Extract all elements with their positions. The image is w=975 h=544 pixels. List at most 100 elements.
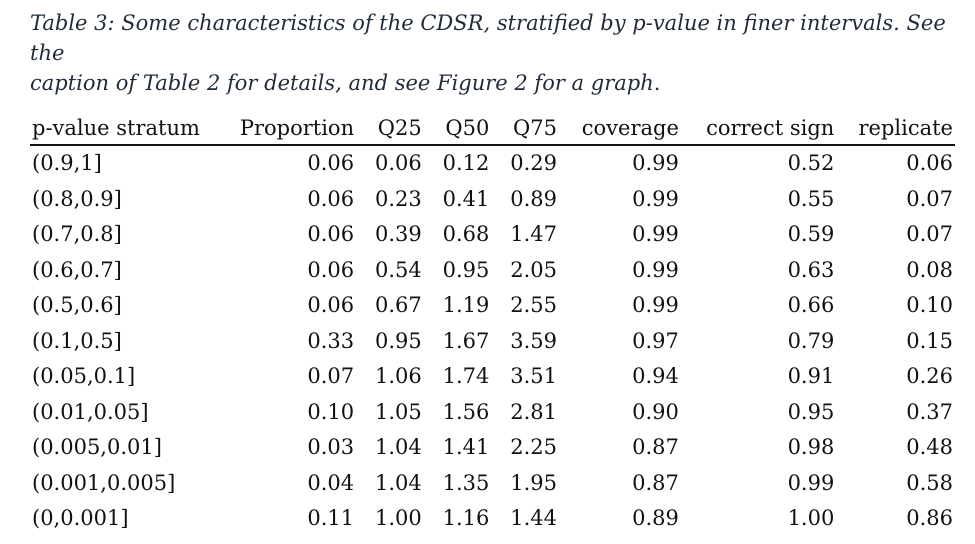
value-cell: 1.95 (510, 470, 557, 495)
value-cell: 0.67 (374, 293, 422, 317)
column-header: Q50 (429, 112, 498, 146)
value-cell: 1.56 (442, 399, 490, 424)
value-cell: 0.95 (787, 399, 835, 424)
value-cell: 0.89 (510, 186, 557, 211)
value-cell: 1.16 (442, 506, 490, 530)
value-cell: 0.87 (632, 435, 679, 459)
value-cell: 2.05 (510, 257, 557, 282)
value-cell: 0.10 (307, 399, 355, 424)
value-cell: 0.99 (632, 186, 679, 211)
value-cell: 3.59 (510, 328, 557, 353)
value-cell: 0.07 (906, 222, 953, 246)
table-row: (0.5,0.6] 0.06 0.67 1.19 2.55 0.99 0.66 0.10 (30, 288, 955, 324)
caption-line-2: caption of Table 2 for details, and see … (30, 71, 661, 95)
column-header: coverage (564, 112, 687, 146)
value-cell: 1.04 (374, 470, 422, 495)
table-row: (0,0.001] 0.11 1.00 1.16 1.44 0.89 1.00 0.86 (30, 501, 955, 537)
data-table-container: p-value stratum Proportion Q25 Q50 Q75 covera… (30, 112, 955, 537)
value-cell: 2.25 (510, 435, 557, 459)
value-cell: 0.06 (307, 222, 355, 246)
value-cell: 0.07 (307, 364, 355, 388)
value-cell: 0.99 (632, 151, 679, 175)
value-cell: 0.06 (307, 293, 355, 317)
table-row: (0.01,0.05] 0.10 1.05 1.56 2.81 0.90 0.95 0.37 (30, 395, 955, 431)
value-cell: 0.12 (442, 151, 490, 175)
value-cell: 3.51 (510, 364, 557, 388)
value-cell: 1.06 (374, 364, 422, 388)
value-cell: 0.29 (510, 151, 557, 175)
value-cell: 0.68 (442, 222, 490, 246)
value-cell: 0.95 (374, 328, 422, 353)
value-cell: 0.48 (906, 435, 953, 459)
value-cell: 0.79 (787, 328, 835, 353)
stratum-cell: (0.5,0.6] (32, 293, 122, 317)
column-header: replicate (842, 112, 955, 146)
table-header: p-value stratum Proportion Q25 Q50 Q75 covera… (30, 112, 955, 146)
value-cell: 1.05 (374, 399, 422, 424)
value-cell: 0.87 (632, 470, 679, 495)
value-cell: 0.86 (906, 506, 953, 530)
value-cell: 0.33 (307, 328, 355, 353)
value-cell: 0.98 (787, 435, 835, 459)
stratum-cell: (0,0.001] (32, 506, 129, 530)
value-cell: 1.44 (510, 506, 557, 530)
value-cell: 0.66 (787, 293, 835, 317)
value-cell: 0.90 (632, 399, 679, 424)
value-cell: 0.06 (374, 151, 422, 175)
value-cell: 0.91 (787, 364, 835, 388)
column-header: Q75 (497, 112, 565, 146)
value-cell: 0.23 (374, 186, 422, 211)
caption-line-1: Table 3: Some characteristics of the CDS… (30, 11, 946, 65)
value-cell: 2.55 (510, 293, 557, 317)
value-cell: 1.35 (442, 470, 490, 495)
column-header: p-value stratum (30, 112, 222, 146)
column-header: Proportion (221, 112, 363, 146)
table-row: (0.9,1] 0.06 0.06 0.12 0.29 0.99 0.52 0.06 (30, 145, 955, 182)
table-body: (0.9,1] 0.06 0.06 0.12 0.29 0.99 0.52 0.06 (0.8,… (30, 145, 955, 537)
value-cell: 0.95 (442, 257, 490, 282)
value-cell: 0.59 (787, 222, 835, 246)
column-header: Q25 (362, 112, 430, 146)
value-cell: 0.58 (906, 470, 953, 495)
table-row: (0.001,0.005] 0.04 1.04 1.35 1.95 0.87 0.99 0.5… (30, 466, 955, 502)
header-row: p-value stratum Proportion Q25 Q50 Q75 covera… (30, 112, 955, 146)
stratum-cell: (0.05,0.1] (32, 364, 136, 388)
value-cell: 0.99 (632, 293, 679, 317)
value-cell: 2.81 (510, 399, 557, 424)
table-row: (0.005,0.01] 0.03 1.04 1.41 2.25 0.87 0.98 0.48 (30, 430, 955, 466)
value-cell: 0.99 (787, 470, 835, 495)
table-row: (0.6,0.7] 0.06 0.54 0.95 2.05 0.99 0.63 0.08 (30, 253, 955, 289)
value-cell: 1.67 (442, 328, 490, 353)
value-cell: 0.08 (906, 257, 953, 282)
value-cell: 1.41 (442, 435, 490, 459)
stratum-cell: (0.6,0.7] (32, 257, 122, 282)
value-cell: 0.99 (632, 257, 679, 282)
value-cell: 0.54 (374, 257, 422, 282)
value-cell: 0.89 (632, 506, 679, 530)
value-cell: 0.11 (307, 506, 355, 530)
value-cell: 0.52 (787, 151, 835, 175)
table-row: (0.7,0.8] 0.06 0.39 0.68 1.47 0.99 0.59 0.07 (30, 217, 955, 253)
value-cell: 0.97 (632, 328, 679, 353)
value-cell: 1.74 (442, 364, 490, 388)
value-cell: 0.15 (906, 328, 953, 353)
table-caption: Table 3: Some characteristics of the CDS… (30, 8, 950, 98)
value-cell: 0.41 (442, 186, 490, 211)
stratum-cell: (0.9,1] (32, 151, 102, 175)
value-cell: 0.99 (632, 222, 679, 246)
stratum-cell: (0.01,0.05] (32, 399, 149, 424)
value-cell: 1.19 (442, 293, 490, 317)
value-cell: 1.04 (374, 435, 422, 459)
value-cell: 0.10 (906, 293, 953, 317)
stratum-cell: (0.7,0.8] (32, 222, 122, 246)
value-cell: 0.04 (307, 470, 355, 495)
value-cell: 0.26 (906, 364, 953, 388)
value-cell: 0.06 (307, 151, 355, 175)
value-cell: 0.55 (787, 186, 835, 211)
value-cell: 0.39 (374, 222, 422, 246)
stratum-cell: (0.001,0.005] (32, 470, 176, 495)
value-cell: 0.63 (787, 257, 835, 282)
value-cell: 1.00 (374, 506, 422, 530)
value-cell: 0.06 (307, 186, 355, 211)
stratum-cell: (0.1,0.5] (32, 328, 122, 353)
